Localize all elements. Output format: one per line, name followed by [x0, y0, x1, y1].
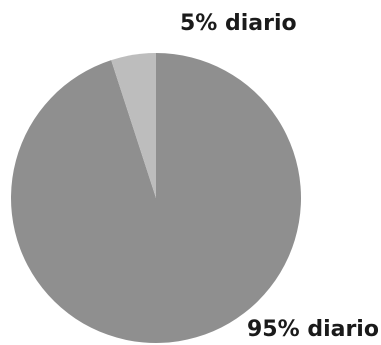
- pie-slices: [10, 53, 301, 343]
- slice-label-5: 5% diario: [180, 11, 297, 36]
- pie-slice-5: [111, 53, 156, 198]
- slice-label-95: 95% diario: [247, 317, 379, 342]
